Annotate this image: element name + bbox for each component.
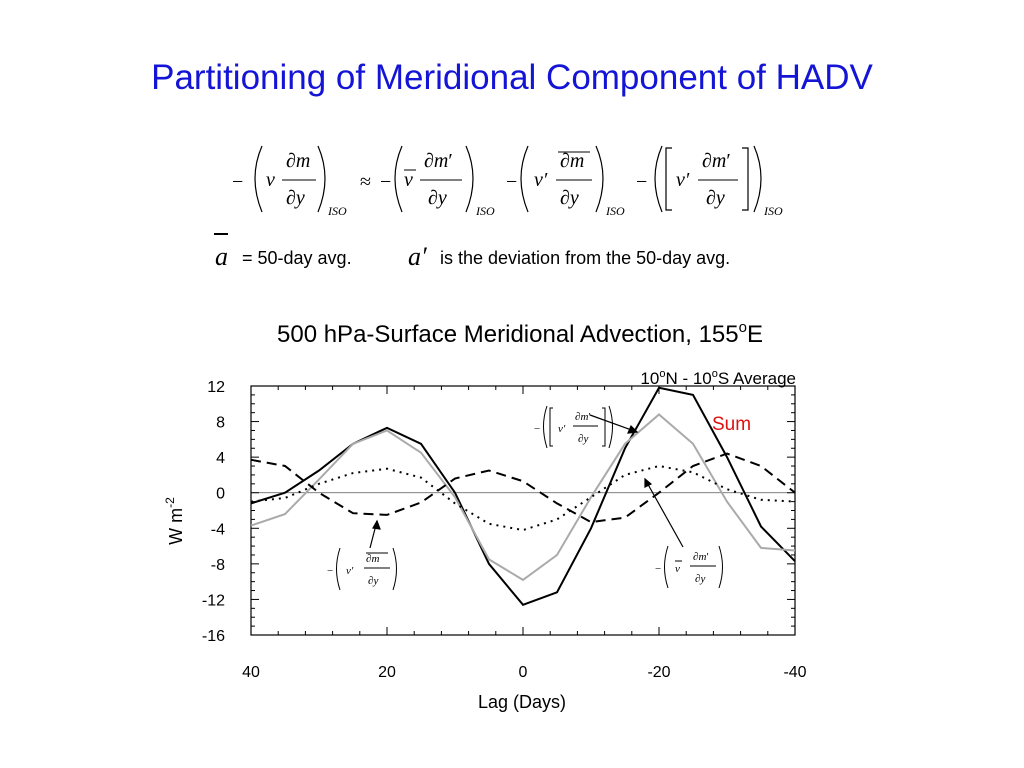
svg-text:−: − (636, 171, 647, 193)
arrow-mean-eddy (644, 478, 684, 548)
arrow-total-eddy-head (627, 424, 639, 434)
partition-equation: − v ∂m ∂y ISO ≈ − v ∂m′ ∂y ISO − v′ ∂m ∂… (232, 145, 783, 218)
svg-text:ISO: ISO (605, 204, 625, 218)
svg-text:−: − (506, 171, 517, 193)
series-line-2 (250, 452, 796, 524)
x-tick-label: -40 (783, 664, 806, 681)
svg-text:ISO: ISO (327, 204, 347, 218)
series-line-0 (250, 386, 796, 606)
svg-text:−: − (380, 171, 391, 193)
y-tick-label: -4 (211, 521, 225, 538)
svg-text:∂y: ∂y (560, 187, 579, 209)
x-tick-label: 0 (519, 664, 528, 681)
deviation-symbol: a′ (408, 242, 427, 271)
deviation-text: is the deviation from the 50-day avg. (440, 248, 731, 268)
svg-text:∂y: ∂y (428, 187, 447, 209)
y-tick-label: 8 (216, 415, 225, 432)
svg-text:∂y: ∂y (368, 575, 378, 587)
x-tick-label: 20 (378, 664, 396, 681)
svg-text:∂m′: ∂m′ (575, 411, 591, 423)
svg-text:−: − (534, 423, 540, 435)
svg-text:v′: v′ (558, 423, 566, 435)
y-tick-label: 4 (216, 450, 225, 467)
svg-text:−: − (327, 565, 333, 577)
overbar (214, 233, 228, 235)
ylabel: W m-2 (163, 497, 186, 545)
series-line-1 (250, 413, 796, 582)
svg-text:ISO: ISO (763, 204, 783, 218)
minus-sign: − (232, 171, 243, 193)
svg-text:v′: v′ (676, 169, 690, 191)
annotation-total-eddy: − v′ ∂m′ ∂y (534, 405, 613, 449)
xlabel: Lag (Days) (478, 692, 566, 712)
y-tick-label: -8 (211, 557, 225, 574)
svg-text:∂m: ∂m (366, 553, 379, 565)
svg-text:v: v (404, 169, 413, 191)
svg-text:v′: v′ (534, 169, 548, 191)
svg-text:v′: v′ (346, 565, 354, 577)
annotation-eddy-mean: − v′ ∂m ∂y (327, 547, 397, 591)
slide-title: Partitioning of Meridional Component of … (151, 58, 873, 97)
svg-text:≈: ≈ (360, 171, 371, 193)
x-tick-label: 40 (242, 664, 260, 681)
svg-text:v: v (675, 563, 680, 575)
svg-text:∂y: ∂y (706, 187, 725, 209)
chart-title: 500 hPa-Surface Meridional Advection, 15… (277, 319, 763, 348)
y-tick-label: -12 (202, 592, 225, 609)
y-tick-label: -16 (202, 628, 225, 645)
sum-label: Sum (712, 414, 751, 435)
svg-text:∂y: ∂y (695, 573, 705, 585)
avg-text: = 50-day avg. (242, 248, 352, 268)
y-tick-label: 12 (207, 379, 225, 396)
svg-text:∂y: ∂y (578, 433, 588, 445)
svg-text:∂m: ∂m (560, 150, 584, 172)
chart-subtitle: 10oN - 10oS Average (640, 368, 796, 388)
svg-text:v: v (266, 169, 275, 191)
svg-text:∂m: ∂m (286, 150, 310, 172)
annotation-mean-eddy: − v ∂m′ ∂y (655, 545, 723, 589)
svg-text:−: − (655, 563, 661, 575)
y-tick-label: 0 (216, 486, 225, 503)
svg-text:∂y: ∂y (286, 187, 305, 209)
svg-text:∂m′: ∂m′ (702, 150, 731, 172)
svg-text:∂m′: ∂m′ (693, 551, 709, 563)
x-tick-label: -20 (647, 664, 670, 681)
series-line-3 (250, 464, 796, 532)
svg-text:∂m′: ∂m′ (424, 150, 453, 172)
svg-text:ISO: ISO (475, 204, 495, 218)
arrow-eddy-mean-head (372, 519, 381, 530)
avg-symbol: a (215, 242, 228, 271)
arrow-mean-eddy-head (644, 477, 653, 488)
